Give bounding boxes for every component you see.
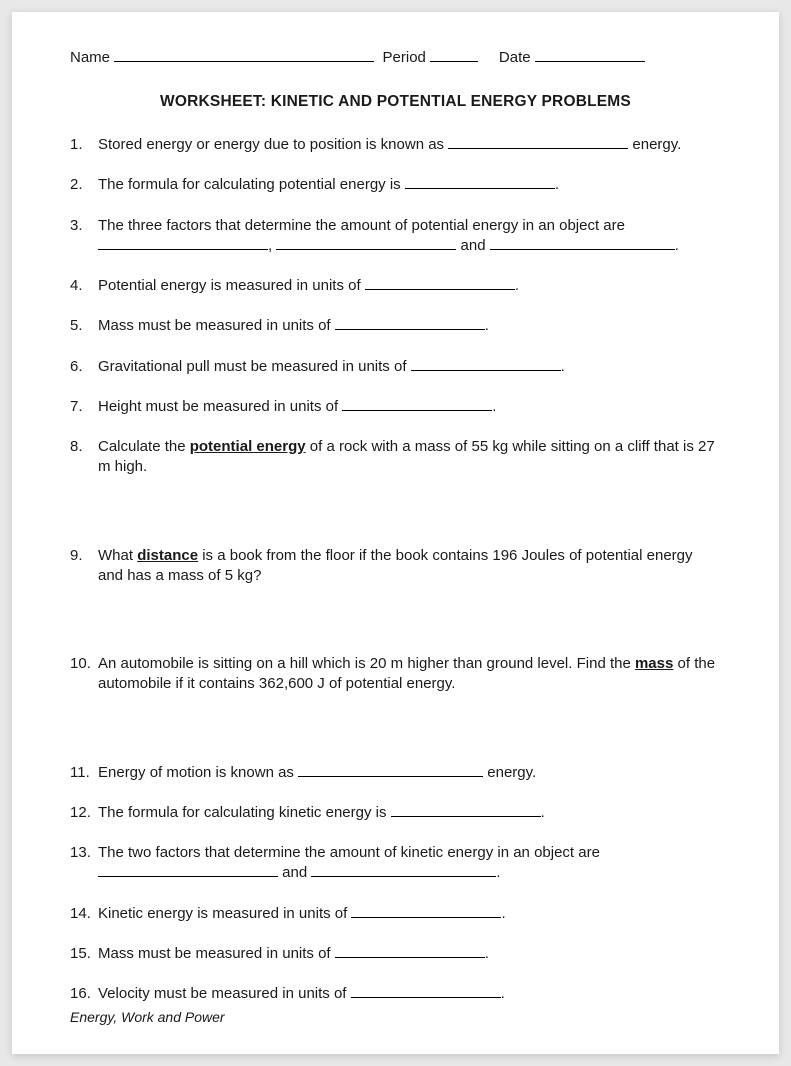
q9-text-a: What <box>98 547 137 564</box>
q9-keyword: distance <box>137 547 198 564</box>
question-1: Stored energy or energy due to position … <box>70 135 721 155</box>
q3-text-d: . <box>675 237 679 254</box>
date-label: Date <box>499 49 531 66</box>
q16-blank[interactable] <box>351 985 501 998</box>
q1-text-a: Stored energy or energy due to position … <box>98 136 448 153</box>
q10-text-a: An automobile is sitting on a hill which… <box>98 655 635 672</box>
question-15: Mass must be measured in units of . <box>70 944 721 964</box>
q13-blank-1[interactable] <box>98 864 278 877</box>
q10-keyword: mass <box>635 655 673 672</box>
q6-text-a: Gravitational pull must be measured in u… <box>98 358 411 375</box>
q5-text-b: . <box>485 317 489 334</box>
question-16: Velocity must be measured in units of . <box>70 984 721 1004</box>
period-blank[interactable] <box>430 48 478 62</box>
question-13: The two factors that determine the amoun… <box>70 843 721 884</box>
q15-text-a: Mass must be measured in units of <box>98 945 335 962</box>
question-7: Height must be measured in units of . <box>70 397 721 417</box>
q16-text-b: . <box>501 985 505 1002</box>
q2-blank[interactable] <box>405 176 555 189</box>
question-9: What distance is a book from the floor i… <box>70 546 721 587</box>
question-8: Calculate the potential energy of a rock… <box>70 437 721 478</box>
q12-text-a: The formula for calculating kinetic ener… <box>98 804 391 821</box>
q1-blank[interactable] <box>448 136 628 149</box>
q16-text-a: Velocity must be measured in units of <box>98 985 351 1002</box>
q12-blank[interactable] <box>391 804 541 817</box>
q11-text-b: energy. <box>483 764 536 781</box>
question-list: Stored energy or energy due to position … <box>70 135 721 1004</box>
q4-text-b: . <box>515 277 519 294</box>
q6-text-b: . <box>561 358 565 375</box>
q14-blank[interactable] <box>351 905 501 918</box>
question-11: Energy of motion is known as energy. <box>70 763 721 783</box>
question-12: The formula for calculating kinetic ener… <box>70 803 721 823</box>
q15-text-b: . <box>485 945 489 962</box>
question-2: The formula for calculating potential en… <box>70 175 721 195</box>
worksheet-page: Name Period Date WORKSHEET: KINETIC AND … <box>12 12 779 1054</box>
name-blank[interactable] <box>114 48 374 62</box>
q3-blank-1[interactable] <box>98 237 268 250</box>
q7-blank[interactable] <box>342 398 492 411</box>
name-label: Name <box>70 49 110 66</box>
q11-blank[interactable] <box>298 764 483 777</box>
q2-text-a: The formula for calculating potential en… <box>98 176 405 193</box>
q13-text-c: . <box>496 864 500 881</box>
q4-blank[interactable] <box>365 277 515 290</box>
q3-text-b: , <box>268 237 276 254</box>
q4-text-a: Potential energy is measured in units of <box>98 277 365 294</box>
q7-text-a: Height must be measured in units of <box>98 398 342 415</box>
q5-blank[interactable] <box>335 317 485 330</box>
q7-text-b: . <box>492 398 496 415</box>
q5-text-a: Mass must be measured in units of <box>98 317 335 334</box>
q12-text-b: . <box>541 804 545 821</box>
q13-text-b: and <box>278 864 311 881</box>
q11-text-a: Energy of motion is known as <box>98 764 298 781</box>
question-4: Potential energy is measured in units of… <box>70 276 721 296</box>
q13-text-a: The two factors that determine the amoun… <box>98 844 600 861</box>
question-10: An automobile is sitting on a hill which… <box>70 654 721 695</box>
question-5: Mass must be measured in units of . <box>70 316 721 336</box>
header-line: Name Period Date <box>70 48 721 68</box>
q1-text-b: energy. <box>628 136 681 153</box>
question-3: The three factors that determine the amo… <box>70 216 721 257</box>
q3-blank-3[interactable] <box>490 237 675 250</box>
q3-text-c: and <box>456 237 489 254</box>
q6-blank[interactable] <box>411 358 561 371</box>
q15-blank[interactable] <box>335 945 485 958</box>
question-6: Gravitational pull must be measured in u… <box>70 357 721 377</box>
q8-keyword: potential energy <box>190 438 306 455</box>
q13-blank-2[interactable] <box>311 864 496 877</box>
q8-text-a: Calculate the <box>98 438 190 455</box>
period-label: Period <box>383 49 426 66</box>
question-14: Kinetic energy is measured in units of . <box>70 904 721 924</box>
q2-text-b: . <box>555 176 559 193</box>
worksheet-title: WORKSHEET: KINETIC AND POTENTIAL ENERGY … <box>70 92 721 113</box>
date-blank[interactable] <box>535 48 645 62</box>
q3-text-a: The three factors that determine the amo… <box>98 217 625 234</box>
q14-text-b: . <box>501 905 505 922</box>
q14-text-a: Kinetic energy is measured in units of <box>98 905 351 922</box>
q3-blank-2[interactable] <box>276 237 456 250</box>
